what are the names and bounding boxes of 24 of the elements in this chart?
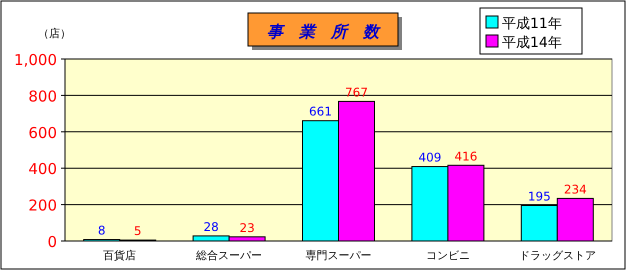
data-label: 416	[454, 149, 478, 164]
data-label: 195	[528, 190, 551, 204]
y-tick-label: 1,000	[14, 51, 57, 69]
x-tick-label: コンビニ	[426, 249, 470, 262]
y-tick-label: 600	[28, 124, 57, 142]
legend-label: 平成14年	[502, 35, 562, 51]
data-label: 234	[564, 182, 587, 196]
data-label: 5	[134, 224, 142, 238]
data-label: 28	[203, 220, 219, 234]
legend-label: 平成11年	[502, 16, 562, 32]
y-axis-title: （店）	[38, 27, 71, 40]
data-label: 23	[239, 220, 255, 235]
y-tick-label: 800	[28, 87, 57, 106]
x-tick-label: 百貨店	[103, 249, 136, 262]
x-tick-label: 総合スーパー	[195, 249, 262, 262]
x-tick-label: 専門スーパー	[306, 249, 372, 262]
y-tick-label: 200	[28, 196, 57, 215]
data-label: 8	[98, 224, 106, 238]
y-tick-label: 0	[47, 233, 57, 251]
x-tick-label: ドラッグストア	[518, 249, 596, 262]
chart-title: 事 業 所 数	[267, 22, 381, 41]
data-label: 661	[309, 104, 332, 119]
y-tick-label: 400	[28, 160, 57, 178]
data-label: 409	[418, 150, 442, 165]
